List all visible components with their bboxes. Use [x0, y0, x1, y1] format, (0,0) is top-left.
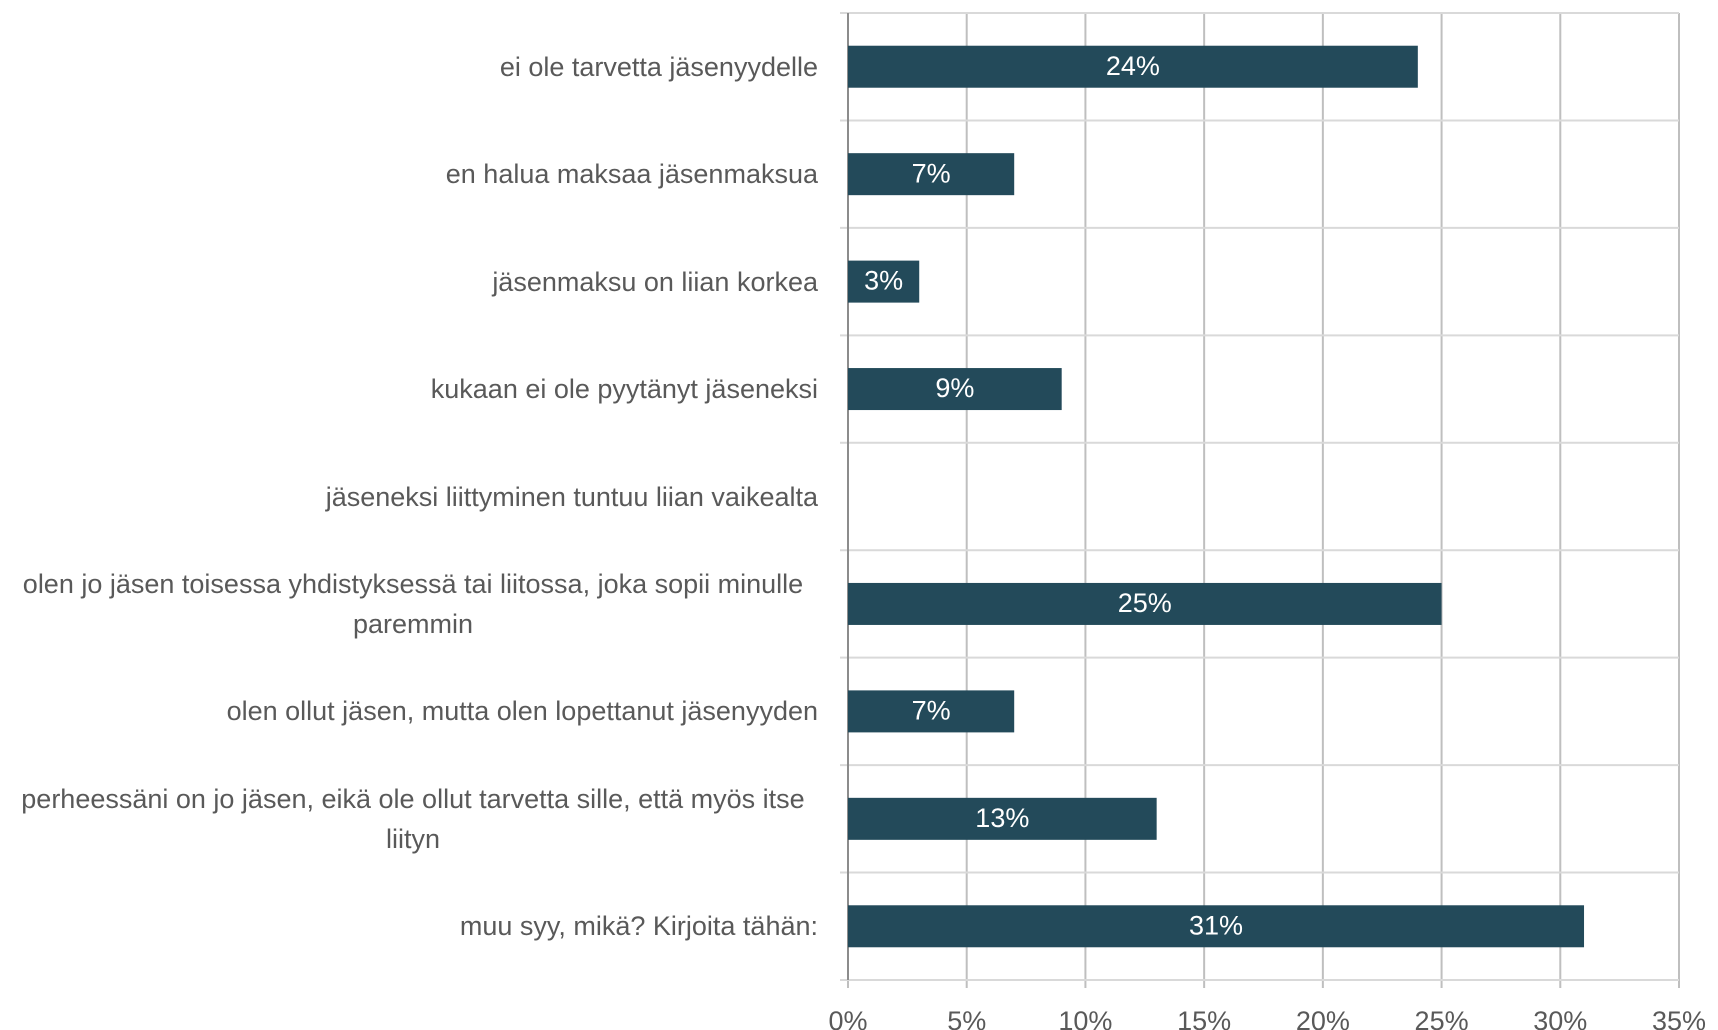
data-label: 24% — [1106, 51, 1160, 81]
category-label-box: perheessäni on jo jäsen, eikä ole ollut … — [8, 779, 818, 859]
category-label-box: olen ollut jäsen, mutta olen lopettanut … — [227, 691, 818, 731]
y-tick-label: muu syy, mikä? Kirjoita tähän: — [459, 911, 818, 942]
bar — [848, 153, 1015, 196]
y-tick-label: olen ollut jäsen, mutta olen lopettanut … — [226, 696, 818, 727]
y-tick-label: en halua maksaa jäsenmaksua — [445, 159, 818, 190]
y-tick-label: jäseneksi liittyminen tuntuu liian vaike… — [325, 481, 818, 512]
data-label: 25% — [1118, 588, 1172, 618]
data-label: 3% — [864, 266, 903, 296]
bar — [848, 260, 920, 303]
data-label: 7% — [912, 696, 951, 726]
x-tick-label: 10% — [1058, 1006, 1112, 1030]
data-label: 31% — [1189, 910, 1243, 940]
category-label-box: jäseneksi liittyminen tuntuu liian vaike… — [326, 477, 818, 517]
bar — [848, 45, 1418, 88]
x-tick-label: 30% — [1533, 1006, 1587, 1030]
x-tick-label: 35% — [1652, 1006, 1706, 1030]
category-label-box: kukaan ei ole pyytänyt jäseneksi — [431, 369, 818, 409]
bar — [848, 797, 1157, 840]
y-tick-label: olen jo jäsen toisessa yhdistyksessä tai… — [22, 568, 804, 639]
category-label-box: muu syy, mikä? Kirjoita tähän: — [460, 906, 818, 946]
x-tick-label: 15% — [1177, 1006, 1231, 1030]
data-label: 13% — [975, 803, 1029, 833]
data-label: 9% — [935, 373, 974, 403]
x-tick-label: 20% — [1296, 1006, 1350, 1030]
bar — [848, 368, 1062, 411]
y-tick-label: perheessäni on jo jäsen, eikä ole ollut … — [21, 783, 805, 854]
data-label: 7% — [912, 158, 951, 188]
y-tick-label: jäsenmaksu on liian korkea — [492, 266, 818, 297]
bar — [848, 582, 1442, 625]
bar — [848, 690, 1015, 733]
category-label-box: jäsenmaksu on liian korkea — [492, 262, 818, 302]
x-tick-label: 25% — [1415, 1006, 1469, 1030]
x-tick-label: 5% — [947, 1006, 986, 1030]
category-label-box: en halua maksaa jäsenmaksua — [446, 154, 818, 194]
bar — [848, 905, 1585, 948]
x-tick-label: 0% — [828, 1006, 867, 1030]
y-tick-label: ei ole tarvetta jäsenyydelle — [499, 51, 818, 82]
category-label-box: ei ole tarvetta jäsenyydelle — [500, 47, 818, 87]
category-label-box: olen jo jäsen toisessa yhdistyksessä tai… — [8, 564, 818, 644]
y-tick-label: kukaan ei ole pyytänyt jäseneksi — [430, 374, 818, 405]
